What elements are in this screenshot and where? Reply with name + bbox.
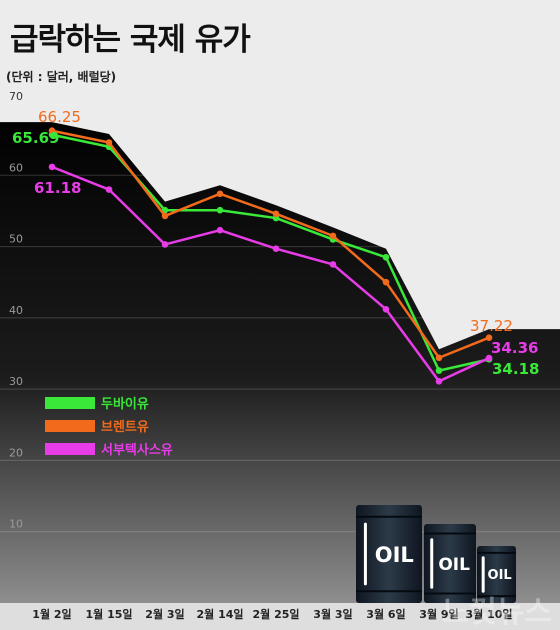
barrel-label: OIL — [488, 568, 512, 583]
barrel-stripe — [363, 522, 367, 586]
data-point — [329, 261, 337, 268]
data-point — [161, 212, 169, 220]
chart-title: 급락하는 국제 유가 — [10, 22, 251, 58]
x-tick-label: 2월 3일 — [145, 607, 184, 621]
data-point — [485, 354, 493, 362]
y-tick-label: 20 — [9, 446, 23, 459]
x-tick-label: 1월 15일 — [85, 607, 132, 621]
barrel-label: OIL — [438, 555, 470, 575]
y-tick-label: 60 — [9, 161, 23, 174]
data-point — [435, 367, 443, 374]
chart-area-fill — [0, 104, 560, 603]
unit-label: (단위 : 달러, 배럴당) — [6, 70, 117, 84]
data-label-end: 34.36 — [491, 339, 538, 357]
x-tick-label: 3월 3일 — [313, 607, 352, 621]
barrel-label: OIL — [375, 543, 414, 567]
oil-barrel: OIL — [356, 505, 422, 603]
oil-barrel: OIL — [477, 546, 516, 603]
x-tick-label: 1월 2일 — [32, 607, 71, 621]
data-label-start: 66.25 — [38, 108, 81, 126]
data-point — [382, 278, 390, 286]
barrel-body — [356, 505, 422, 603]
data-point — [435, 378, 443, 385]
watermark-text: 노컷뉴스 — [442, 595, 552, 630]
barrel-body — [424, 524, 476, 603]
data-label-start: 61.18 — [34, 179, 81, 197]
data-point — [216, 190, 224, 198]
data-point — [272, 210, 280, 218]
legend-swatch — [45, 443, 95, 455]
data-point — [485, 334, 493, 341]
y-tick-label: 40 — [9, 304, 23, 317]
x-axis-band — [0, 603, 560, 630]
data-point — [382, 306, 390, 313]
data-point — [105, 139, 113, 146]
data-point — [272, 245, 280, 253]
data-point — [329, 232, 337, 240]
barrel-body — [477, 546, 516, 603]
data-label-end: 34.18 — [492, 360, 539, 378]
data-point — [216, 206, 224, 214]
data-point — [435, 354, 443, 362]
y-tick-label: 10 — [9, 518, 23, 531]
x-tick-label: 3월 9일 — [419, 607, 458, 621]
legend-swatch — [45, 420, 95, 432]
data-point — [382, 253, 390, 261]
x-tick-label: 2월 14일 — [196, 607, 243, 621]
legend-label: 두바이유 — [101, 396, 149, 412]
x-tick-label: 3월 6일 — [366, 607, 405, 621]
x-tick-label: 3월 10일 — [465, 607, 512, 621]
data-point — [216, 226, 224, 234]
data-point — [105, 186, 113, 193]
data-point — [48, 127, 56, 135]
y-tick-label: 70 — [9, 90, 23, 103]
x-tick-label: 2월 25일 — [252, 607, 299, 621]
legend-label: 브렌트유 — [101, 419, 149, 435]
barrel-stripe — [481, 556, 485, 593]
data-label-start: 65.69 — [12, 129, 59, 147]
y-tick-label: 50 — [9, 233, 23, 246]
data-label-end: 37.22 — [470, 317, 513, 335]
legend-swatch — [45, 397, 95, 409]
data-point — [161, 241, 169, 248]
barrel-stripe — [430, 538, 434, 589]
oil-barrel: OIL — [424, 524, 476, 603]
y-tick-label: 30 — [9, 375, 23, 388]
legend-label: 서부텍사스유 — [101, 442, 173, 458]
data-point — [48, 163, 56, 171]
